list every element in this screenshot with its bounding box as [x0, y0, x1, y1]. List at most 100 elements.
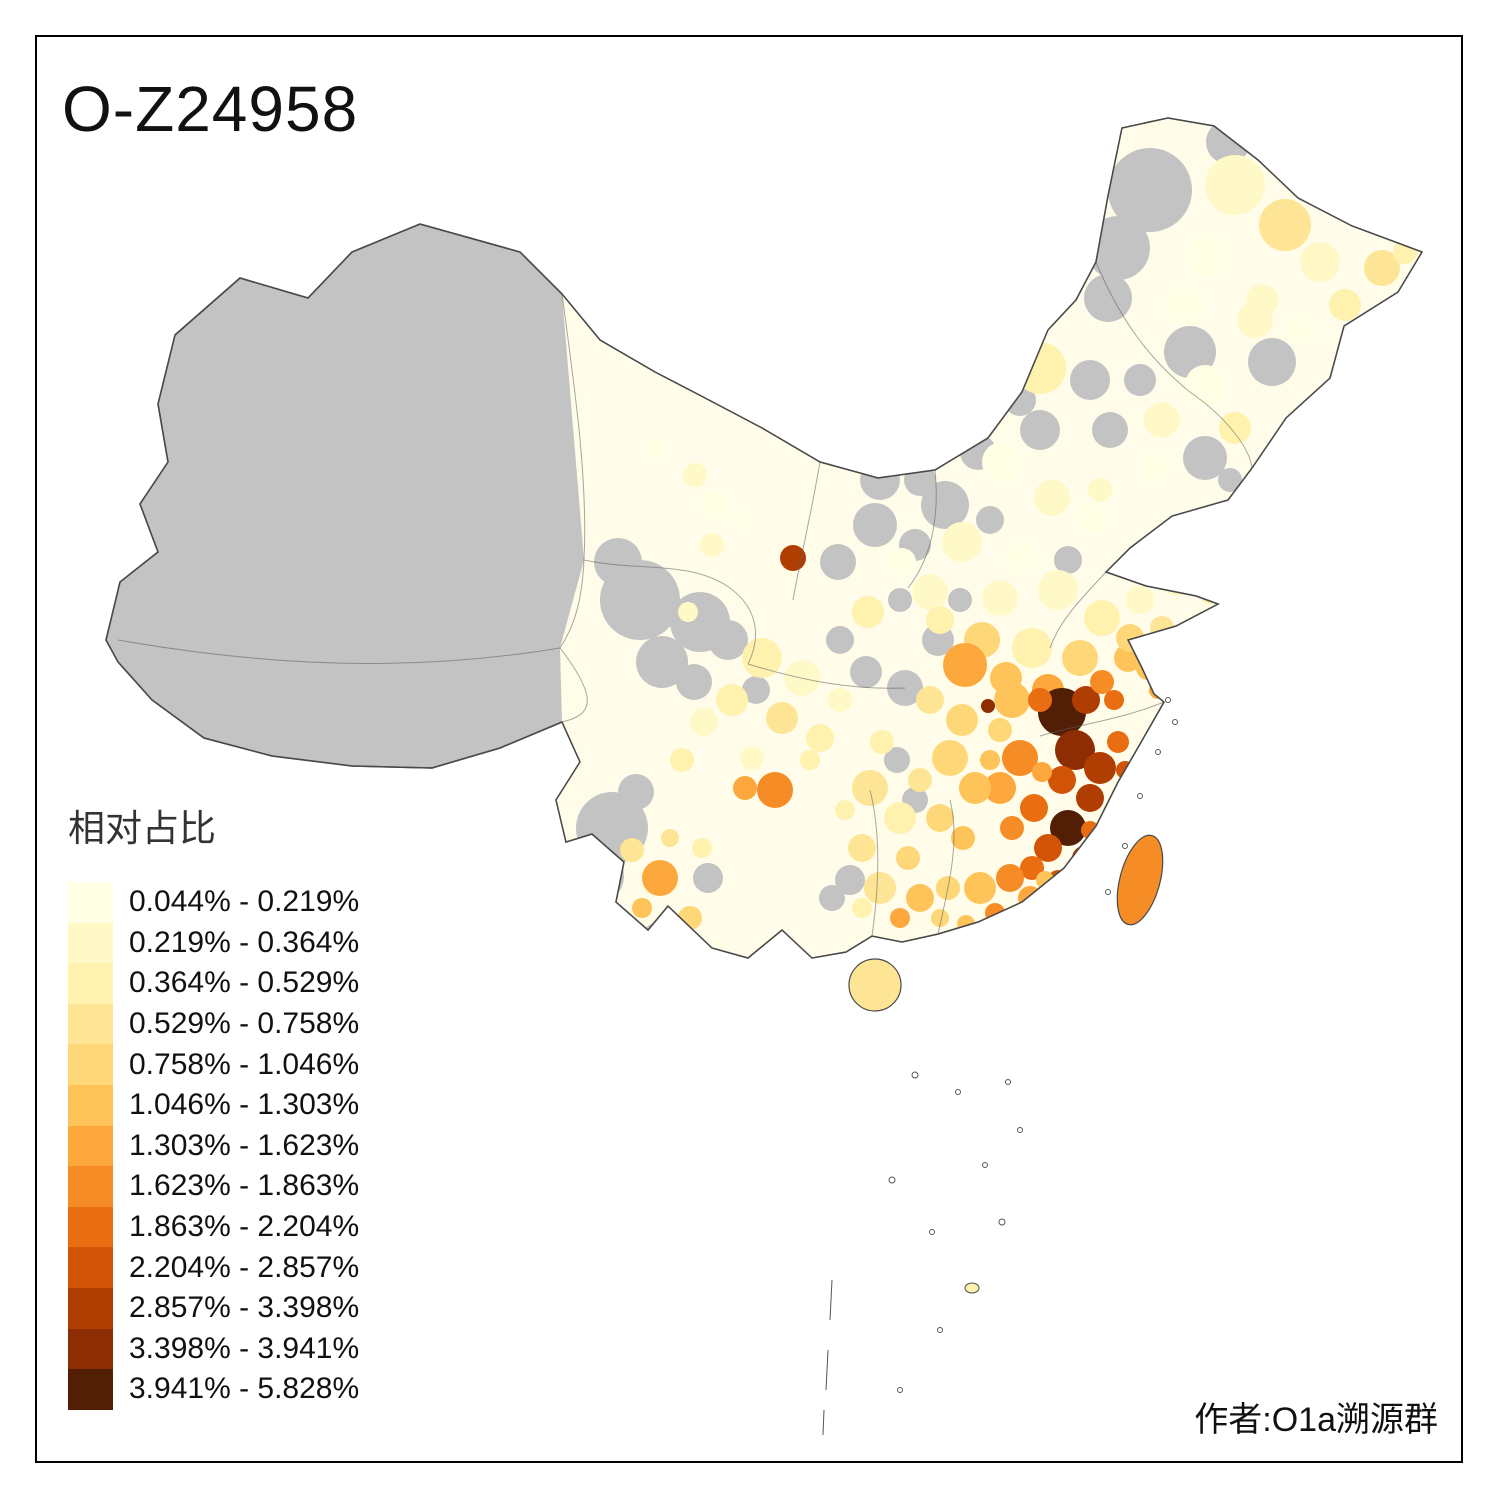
region-patch	[1188, 233, 1232, 277]
region-patch	[678, 602, 698, 622]
legend-item: 3.941% - 5.828%	[68, 1369, 359, 1410]
region-patch	[1246, 284, 1278, 316]
region-patch	[1034, 480, 1070, 516]
legend-label: 2.204% - 2.857%	[129, 1250, 360, 1284]
region-patch	[1072, 686, 1100, 714]
region-patch	[1084, 600, 1120, 636]
map-title: O-Z24958	[62, 73, 359, 145]
region-patch	[733, 776, 757, 800]
region-patch	[1248, 338, 1296, 386]
region-patch	[1286, 316, 1314, 344]
region-patch	[1012, 628, 1052, 668]
region-patch	[700, 533, 724, 557]
region-patch	[888, 548, 916, 576]
region-patch	[1205, 155, 1265, 215]
region-patch	[1036, 871, 1054, 889]
region-patch	[996, 864, 1024, 892]
region-patch	[904, 464, 936, 496]
region-patch	[921, 481, 969, 529]
legend-item: 1.623% - 1.863%	[68, 1166, 359, 1207]
region-patch	[1032, 762, 1052, 782]
region-patch	[1084, 274, 1132, 322]
province-borders	[117, 261, 1253, 937]
legend-item: 1.046% - 1.303%	[68, 1084, 360, 1126]
region-patch	[636, 636, 688, 688]
region-patch	[1048, 766, 1076, 794]
region-patch	[1076, 784, 1104, 812]
legend-swatch	[68, 922, 113, 964]
region-patch	[850, 656, 882, 688]
region-patch	[994, 682, 1030, 718]
region-patch	[1183, 436, 1227, 480]
east-china-underlay	[556, 118, 1422, 958]
region-patch	[742, 676, 770, 704]
region-patch	[1218, 468, 1242, 492]
region-patch	[884, 802, 916, 834]
region-patch	[1070, 360, 1110, 400]
region-patch	[1055, 730, 1095, 770]
region-patch	[820, 544, 856, 580]
legend-label: 2.857% - 3.398%	[129, 1291, 360, 1325]
legend-swatch	[68, 1166, 113, 1207]
region-patch	[948, 588, 972, 612]
region-patch	[618, 774, 654, 810]
region-patch	[806, 724, 834, 752]
region-patch	[835, 865, 865, 895]
region-patch	[852, 596, 884, 628]
region-patch	[1020, 410, 1060, 450]
region-patch	[959, 772, 991, 804]
legend-label: 1.863% - 2.204%	[129, 1210, 360, 1244]
pratas-island	[964, 1282, 980, 1294]
region-patch	[943, 643, 987, 687]
legend-label: 3.941% - 5.828%	[129, 1372, 360, 1406]
legend-swatch	[68, 882, 113, 923]
region-patch	[1081, 821, 1099, 839]
legend-swatch	[68, 1287, 113, 1329]
region-patch	[988, 718, 1012, 742]
region-patch	[1116, 624, 1144, 652]
small-islands	[822, 697, 1178, 1436]
region-patch	[800, 750, 820, 770]
region-patch	[1144, 402, 1180, 438]
region-patch	[645, 440, 665, 460]
region-patch	[1329, 289, 1361, 321]
region-patch	[982, 580, 1018, 616]
region-patch	[1002, 740, 1038, 776]
legend-label: 0.529% - 0.758%	[129, 1007, 360, 1041]
region-patch	[690, 708, 718, 736]
legend-label: 0.219% - 0.364%	[129, 925, 360, 959]
legend-item: 0.219% - 0.364%	[68, 922, 360, 964]
region-patch	[980, 750, 1000, 770]
hainan-island	[848, 958, 902, 1012]
region-patch	[926, 606, 954, 634]
legend-swatch	[68, 1003, 113, 1045]
region-patch	[1020, 794, 1048, 822]
legend-item: 1.863% - 2.204%	[68, 1206, 360, 1248]
legend-label: 0.044% - 0.219%	[129, 885, 360, 919]
legend-swatch	[68, 1247, 113, 1288]
legend-label: 1.046% - 1.303%	[129, 1088, 360, 1122]
legend-label: 0.364% - 0.529%	[129, 966, 360, 1000]
legend-label: 1.303% - 1.623%	[129, 1128, 360, 1162]
region-patch	[853, 503, 897, 547]
region-patch	[864, 872, 896, 904]
legend-swatch	[68, 1369, 113, 1410]
region-patch	[852, 898, 872, 918]
region-patch	[860, 460, 900, 500]
region-patch	[683, 463, 707, 487]
legend-swatch	[68, 1328, 113, 1370]
region-patch	[906, 884, 934, 912]
region-patch	[632, 898, 652, 918]
author-credit: 作者:O1a溯源群	[1194, 1401, 1438, 1439]
region-patch	[1000, 816, 1024, 840]
region-patch	[1088, 478, 1112, 502]
region-patch	[835, 800, 855, 820]
taiwan-island	[1116, 834, 1164, 926]
region-patch	[692, 838, 712, 858]
region-patch	[926, 804, 954, 832]
region-patch	[1020, 856, 1044, 880]
region-patch	[982, 442, 1022, 482]
legend-label: 1.623% - 1.863%	[129, 1169, 360, 1203]
legend-swatch	[68, 963, 113, 1004]
